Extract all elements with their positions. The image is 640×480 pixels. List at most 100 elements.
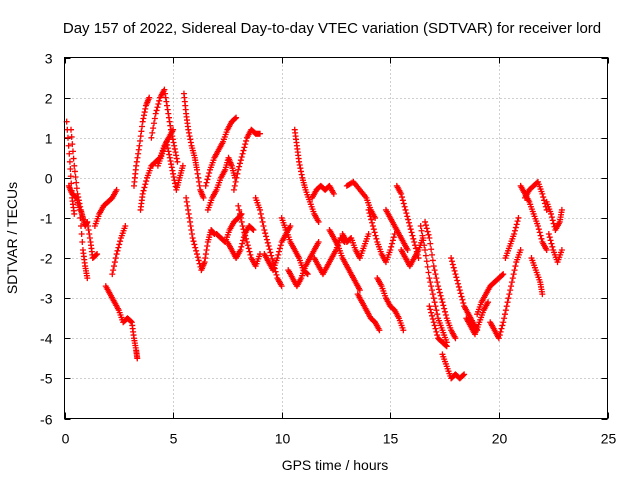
data-point: [404, 247, 411, 254]
data-point: [367, 213, 374, 220]
data-point: [166, 151, 173, 158]
data-point: [534, 222, 541, 229]
data-point: [454, 277, 461, 284]
data-point: [204, 243, 211, 250]
data-point: [400, 200, 407, 207]
data-point: [143, 178, 150, 185]
data-point: [510, 271, 517, 278]
y-axis-ticks: -6 -5 -4 -3 -2 -1 0 1 2 3: [40, 51, 608, 428]
data-point: [85, 226, 92, 233]
data-point: [548, 210, 555, 217]
data-point: [330, 190, 337, 197]
data-point: [183, 198, 190, 205]
data-point: [424, 263, 431, 270]
data-point: [514, 218, 521, 225]
data-point: [511, 227, 518, 234]
data-point: [165, 110, 172, 117]
data-point: [140, 115, 147, 122]
data-point: [67, 173, 74, 180]
data-point: [161, 86, 168, 93]
data-point: [421, 242, 428, 249]
data-point: [408, 229, 415, 236]
data-point: [426, 235, 433, 241]
data-point: [187, 218, 194, 225]
data-point: [166, 118, 173, 125]
data-point: [202, 251, 209, 258]
data-point: [495, 335, 502, 342]
data-point: [512, 263, 519, 270]
data-point: [429, 312, 436, 319]
data-point: [431, 299, 438, 306]
data-point: [431, 267, 438, 274]
data-point: [113, 186, 120, 193]
data-point: [430, 319, 437, 326]
data-point: [169, 133, 176, 140]
data-point: [64, 134, 71, 141]
data-point: [501, 311, 508, 318]
data-point: [256, 206, 263, 213]
data-point: [188, 226, 195, 233]
data-point: [432, 303, 439, 310]
data-point: [453, 274, 460, 281]
data-point: [420, 237, 427, 244]
data-point: [513, 221, 520, 228]
data-point: [117, 238, 124, 245]
data-point: [170, 139, 177, 146]
data-point: [405, 216, 412, 223]
data-point: [233, 174, 240, 181]
data-point: [508, 279, 515, 286]
data-point: [194, 254, 201, 261]
data-point: [237, 214, 244, 221]
data-point: [140, 112, 147, 119]
y-tick-label: -4: [40, 331, 53, 347]
data-point: [142, 105, 149, 112]
data-point: [236, 206, 243, 213]
data-point: [274, 255, 281, 262]
data-point: [549, 243, 556, 250]
data-point: [387, 247, 394, 254]
data-point: [539, 291, 546, 298]
data-point: [369, 219, 376, 226]
data-point: [154, 104, 161, 111]
data-point: [174, 158, 181, 165]
data-point: [507, 287, 514, 294]
data-point: [67, 166, 74, 173]
data-point: [504, 299, 511, 306]
data-point: [546, 234, 553, 241]
data-point: [78, 222, 85, 229]
data-point: [268, 252, 275, 259]
data-point: [511, 230, 518, 237]
data-point: [315, 239, 322, 246]
data-point: [428, 283, 435, 290]
y-tick-label: -6: [40, 412, 53, 428]
data-point: [431, 322, 438, 329]
data-point: [162, 90, 169, 97]
data-point: [424, 228, 431, 235]
data-point: [411, 239, 418, 246]
data-point: [539, 190, 546, 197]
data-point: [418, 227, 425, 234]
data-point: [187, 222, 194, 229]
data-point: [194, 170, 201, 177]
data-point: [432, 325, 439, 332]
data-point: [429, 291, 436, 298]
data-point: [167, 157, 174, 164]
data-point: [240, 147, 247, 154]
data-point: [151, 115, 158, 122]
data-point: [172, 149, 179, 156]
data-point: [79, 239, 86, 246]
data-point: [452, 335, 459, 342]
data-point: [249, 226, 256, 233]
data-point: [389, 240, 396, 247]
data-point: [403, 210, 410, 217]
data-point: [236, 163, 243, 170]
data-point: [410, 235, 417, 242]
data-point: [440, 302, 447, 309]
data-point: [409, 232, 416, 239]
data-point: [114, 247, 121, 254]
data-point: [236, 160, 243, 167]
data-point: [200, 194, 207, 201]
data-point: [356, 287, 363, 294]
data-point: [558, 247, 565, 254]
x-tick-label: 5: [170, 431, 178, 447]
